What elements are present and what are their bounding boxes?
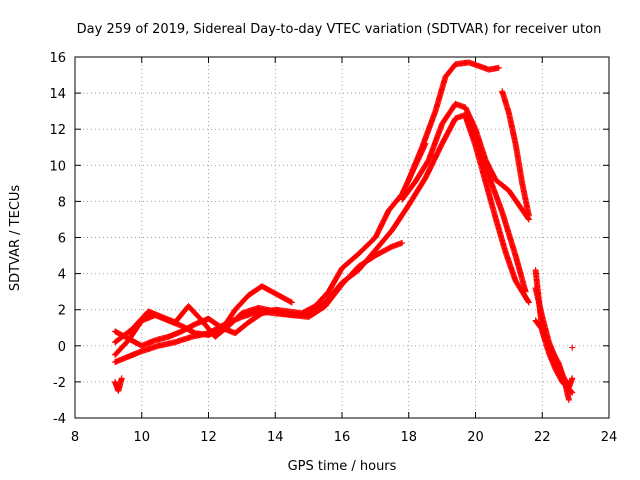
y-tick-label: -2 — [53, 376, 66, 391]
series-track-e — [399, 100, 532, 223]
stray-points — [569, 344, 576, 351]
chart-title: Day 259 of 2019, Sidereal Day-to-day VTE… — [77, 22, 602, 37]
x-tick-label: 16 — [334, 430, 351, 445]
y-tick-labels: -4 -2 0 2 4 6 8 10 12 14 16 — [49, 51, 66, 427]
x-tick-label: 12 — [200, 430, 217, 445]
data-point — [569, 375, 576, 382]
data-point — [118, 375, 125, 382]
y-axis-label: SDTVAR / TECUs — [8, 185, 23, 292]
y-tick-label: 8 — [58, 195, 66, 210]
x-tick-label: 14 — [267, 430, 284, 445]
data-point — [399, 239, 406, 246]
data-point — [525, 298, 532, 305]
data-point — [569, 389, 576, 396]
x-tick-label: 24 — [601, 430, 618, 445]
series-track-k — [532, 317, 572, 403]
x-tick-labels: 8 10 12 14 16 18 20 22 24 — [71, 430, 617, 445]
y-tick-label: 16 — [49, 51, 66, 66]
x-tick-label: 10 — [133, 430, 150, 445]
y-tick-label: 2 — [58, 304, 66, 319]
data-points — [112, 59, 576, 403]
ticks — [74, 56, 610, 419]
series-track-h — [462, 113, 532, 306]
data-point — [525, 299, 532, 306]
data-point — [495, 64, 502, 71]
series-track-c — [112, 111, 529, 366]
x-tick-label: 20 — [467, 430, 484, 445]
y-tick-label: 10 — [49, 159, 66, 174]
series-track-f — [405, 59, 502, 183]
data-point — [288, 299, 295, 306]
series-track-g — [499, 88, 532, 219]
y-tick-label: 14 — [49, 87, 66, 102]
y-tick-label: 0 — [58, 340, 66, 355]
grid — [75, 57, 609, 418]
series-track-j — [532, 285, 576, 391]
series-track-i — [532, 266, 576, 396]
x-tick-label: 18 — [400, 430, 417, 445]
data-point — [569, 344, 576, 351]
y-tick-label: 12 — [49, 123, 66, 138]
series-track-b — [112, 239, 406, 346]
x-tick-label: 22 — [534, 430, 551, 445]
data-point — [287, 298, 294, 305]
y-tick-label: 6 — [58, 232, 66, 247]
data-point — [565, 396, 572, 403]
y-tick-label: 4 — [58, 268, 66, 283]
data-point — [525, 212, 532, 219]
x-axis-label: GPS time / hours — [288, 459, 397, 474]
y-tick-label: -4 — [53, 412, 66, 427]
series-track-l — [112, 375, 125, 394]
x-tick-label: 8 — [71, 430, 79, 445]
